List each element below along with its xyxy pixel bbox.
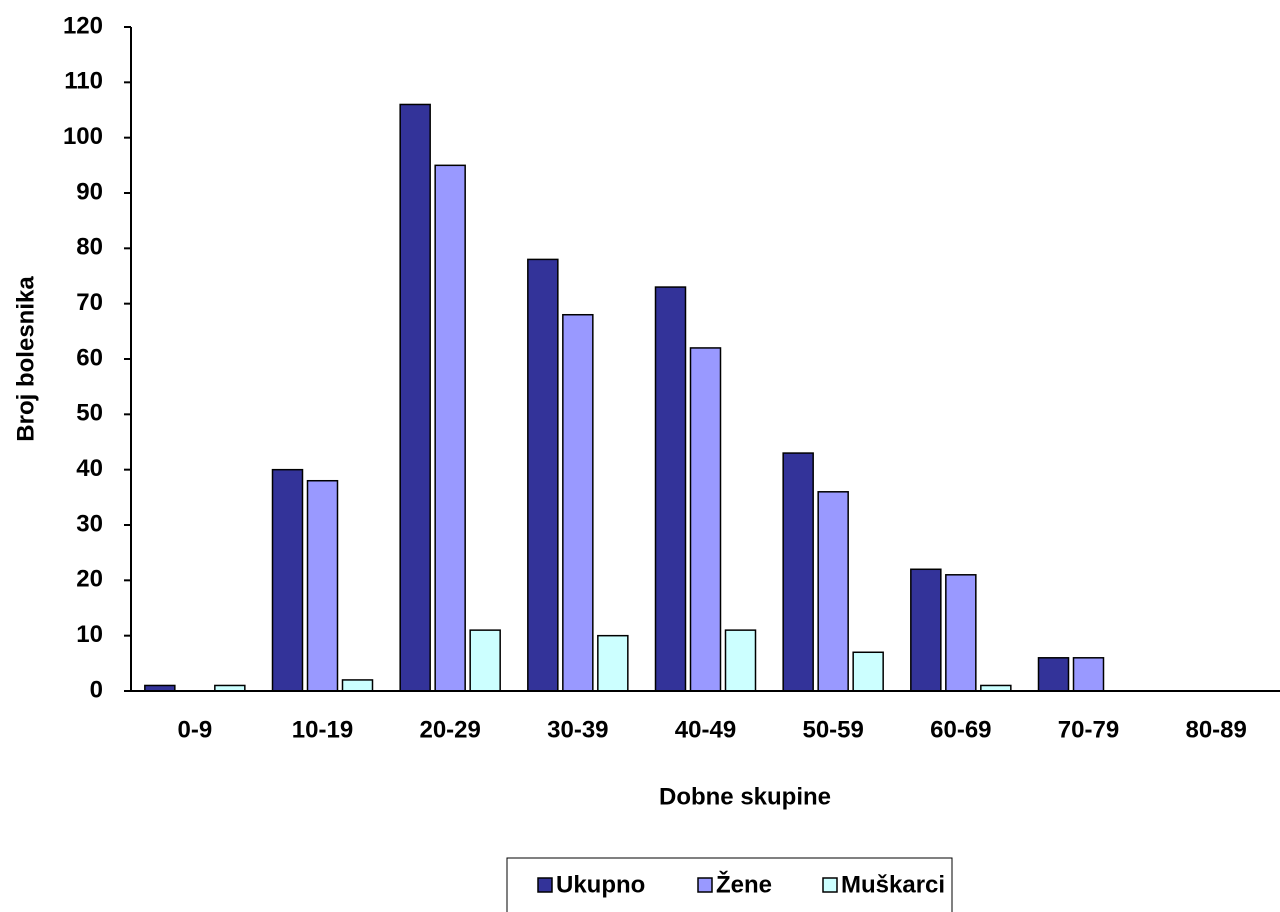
y-tick-label: 100 xyxy=(63,123,103,150)
y-tick-label: 50 xyxy=(76,400,103,427)
legend-swatch xyxy=(822,877,838,893)
x-tick-label: 40-49 xyxy=(675,716,736,743)
y-tick-label: 120 xyxy=(63,12,103,39)
bar xyxy=(782,452,814,692)
y-tick-label: 90 xyxy=(76,178,103,205)
legend-label: Žene xyxy=(716,870,772,898)
x-tick-label: 50-59 xyxy=(802,716,863,743)
y-tick-label: 0 xyxy=(90,676,103,703)
x-tick-label: 0-9 xyxy=(177,716,212,743)
legend-box xyxy=(506,857,953,912)
y-tick-label: 80 xyxy=(76,234,103,261)
y-tick-label: 110 xyxy=(64,68,103,95)
bar xyxy=(1072,657,1105,692)
bar xyxy=(817,491,849,692)
bar xyxy=(724,629,757,692)
y-tick-label: 70 xyxy=(76,289,103,316)
x-tick-label: 30-39 xyxy=(547,716,608,743)
bar xyxy=(689,347,722,692)
legend-swatch xyxy=(537,877,553,893)
legend-swatch xyxy=(697,877,713,893)
y-tick-label: 30 xyxy=(76,510,103,537)
bar xyxy=(399,103,431,692)
bar xyxy=(562,313,594,692)
x-tick-label: 80-89 xyxy=(1185,716,1246,743)
x-tick-label: 70-79 xyxy=(1058,716,1119,743)
y-tick-label: 20 xyxy=(76,566,103,593)
x-axis-label: Dobne skupine xyxy=(659,783,831,810)
legend-label: Ukupno xyxy=(556,871,645,898)
x-tick-label: 60-69 xyxy=(930,716,991,743)
x-tick-label: 10-19 xyxy=(292,716,353,743)
bar xyxy=(434,164,466,692)
y-axis-label: Broj bolesnika xyxy=(12,276,39,442)
bar xyxy=(306,479,339,692)
bar xyxy=(271,468,304,692)
bar xyxy=(1037,657,1070,692)
bar xyxy=(597,634,629,692)
y-tick-label: 60 xyxy=(76,344,103,371)
bar xyxy=(910,568,942,692)
bar xyxy=(341,679,374,692)
bar xyxy=(945,574,977,692)
bar xyxy=(852,651,884,692)
legend-label: Muškarci xyxy=(841,871,945,898)
bar xyxy=(527,258,559,692)
bar xyxy=(654,286,687,692)
y-tick-label: 40 xyxy=(76,455,103,482)
bar xyxy=(469,629,501,692)
y-tick-label: 10 xyxy=(76,621,103,648)
x-tick-label: 20-29 xyxy=(419,716,480,743)
